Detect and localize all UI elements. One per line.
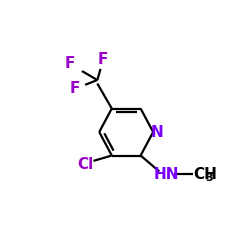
Text: HN: HN <box>154 167 180 182</box>
Text: F: F <box>70 81 80 96</box>
Text: N: N <box>151 124 164 140</box>
Text: F: F <box>98 52 108 67</box>
Text: Cl: Cl <box>78 157 94 172</box>
Text: CH: CH <box>194 167 218 182</box>
Text: F: F <box>64 56 74 71</box>
Text: 3: 3 <box>205 173 213 183</box>
